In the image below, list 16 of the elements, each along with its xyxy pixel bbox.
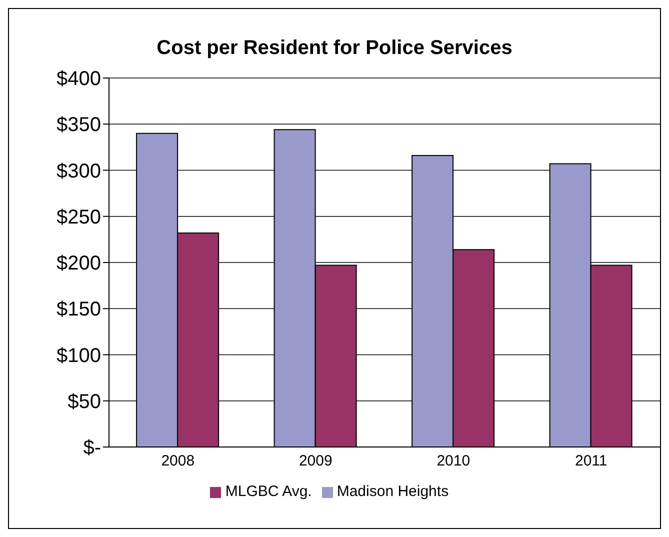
y-tick-label: $50	[68, 390, 101, 413]
y-tick-label: $100	[56, 344, 101, 367]
x-tick-label: 2009	[298, 452, 332, 470]
chart-title: Cost per Resident for Police Services	[156, 37, 514, 60]
legend-label: MLGBC Avg.	[225, 483, 312, 500]
y-tick-label: $300	[56, 160, 101, 182]
y-tick-label: $-	[83, 437, 101, 460]
y-tick-label: $150	[56, 298, 101, 321]
x-tick-label: 2011	[574, 452, 608, 470]
y-tick-label: $250	[56, 206, 101, 228]
legend-label: Madison Heights	[336, 483, 449, 500]
x-tick-label: 2008	[161, 452, 195, 470]
y-tick-label: $350	[56, 114, 101, 136]
y-tick-label: $400	[56, 68, 101, 90]
y-tick-label: $200	[56, 252, 101, 275]
x-tick-label: 2010	[436, 452, 470, 470]
